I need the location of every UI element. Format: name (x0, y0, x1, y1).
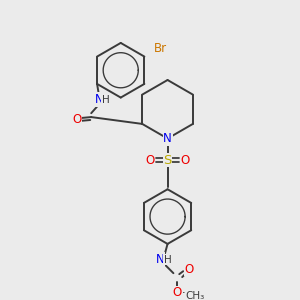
Text: O: O (72, 112, 81, 125)
Text: S: S (164, 154, 172, 166)
Text: CH₃: CH₃ (185, 291, 205, 300)
Text: N: N (94, 93, 103, 106)
Text: N: N (155, 253, 164, 266)
Text: O: O (181, 154, 190, 166)
Text: O: O (146, 154, 154, 166)
Text: O: O (184, 263, 194, 276)
Text: H: H (164, 254, 171, 265)
Text: Br: Br (153, 42, 167, 55)
Text: H: H (102, 94, 110, 104)
Text: O: O (173, 286, 182, 299)
Text: N: N (163, 132, 172, 145)
